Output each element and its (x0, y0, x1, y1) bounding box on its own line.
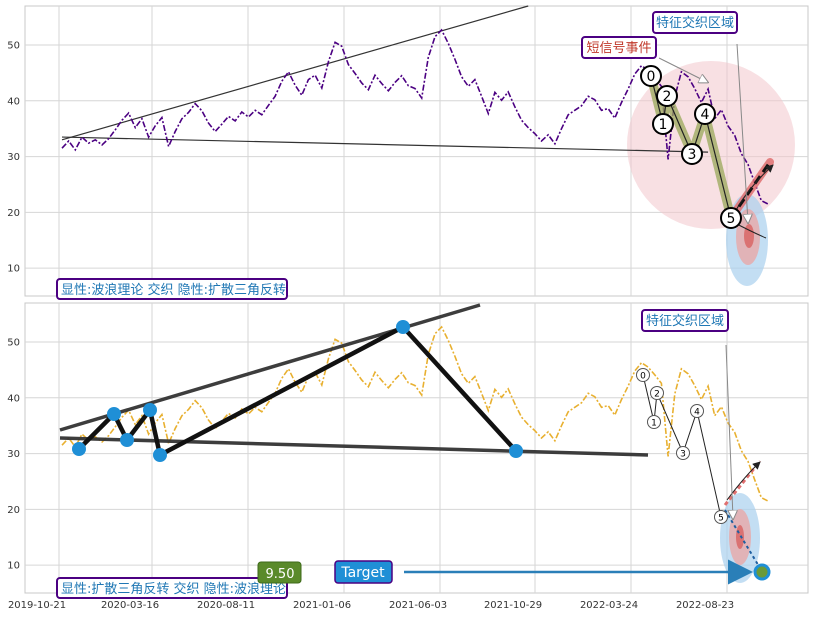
x-tick-label: 2021-01-06 (293, 600, 351, 611)
top-zone-arrow (736, 43, 748, 222)
y-tick-label: 40 (7, 393, 20, 404)
bottom-pattern-point-3 (143, 403, 157, 417)
bottom-legend-text: 显性:扩散三角反转 交织 隐性:波浪理论 (61, 581, 286, 597)
top-trend-line (61, 136, 709, 153)
bottom-drop-line (724, 509, 761, 569)
top-wave-point-1 (652, 113, 674, 135)
bottom-zone-arrow (725, 344, 733, 518)
bottom-zone-label-box: 特征交织区域 (641, 309, 729, 332)
y-tick-label: 30 (7, 449, 20, 460)
y-tick-label: 40 (7, 96, 20, 107)
top-wave-label-5: 5 (727, 211, 736, 227)
bottom-pattern-point-5 (396, 320, 410, 334)
top-wave-point-4 (694, 103, 716, 125)
x-tick-label: 2021-10-29 (484, 600, 542, 611)
bottom-wave-pattern: 02 1 4 3 5 (636, 344, 762, 569)
bottom-projection-arrow (726, 461, 761, 501)
top-target-ellipse-inner (744, 224, 754, 248)
top-y-tick-labels: 10 20 30 40 50 (7, 41, 20, 275)
bottom-pattern-point-4 (153, 448, 167, 462)
x-tick-label: 2021-06-03 (389, 600, 447, 611)
bottom-legend-box: 显性:扩散三角反转 交织 隐性:波浪理论 (56, 577, 288, 599)
top-wave-label-3: 3 (688, 147, 697, 163)
target-value-badge: 9.50 (257, 561, 302, 584)
top-trend-lines (61, 5, 709, 153)
bottom-upper-trend-line (59, 303, 481, 432)
x-axis-tick-labels: 2019-10-21 2020-03-16 2020-08-11 2021-01-06… (8, 600, 734, 611)
x-tick-label: 2022-03-24 (580, 600, 638, 611)
bottom-wave-point-5 (714, 510, 728, 524)
top-legend-text: 显性:波浪理论 交织 隐性:扩散三角反转 (61, 282, 286, 298)
top-signal-arrow (658, 57, 707, 82)
target-value-label: 9.50 (266, 567, 295, 582)
top-signal-label: 短信号事件 (586, 41, 651, 56)
bottom-wave-point-3 (676, 446, 690, 460)
bottom-zone-label: 特征交织区域 (646, 313, 724, 329)
top-signal-label-box: 短信号事件 (581, 36, 657, 59)
bottom-projection-line (723, 460, 762, 506)
target-label: Target (340, 565, 385, 581)
bottom-pattern-point-0 (72, 442, 86, 456)
bottom-wave-label-0: 0 (640, 372, 646, 382)
bottom-triangle-pattern (72, 320, 523, 462)
top-legend-box: 显性:波浪理论 交织 隐性:扩散三角反转 (56, 278, 288, 300)
top-zone-label: 特征交织区域 (656, 15, 734, 31)
top-wave-label-2: 2 (663, 89, 672, 105)
x-tick-label: 2020-08-11 (197, 600, 255, 611)
y-tick-label: 20 (7, 505, 20, 516)
bottom-wave-point-4 (690, 404, 704, 418)
bottom-price-series-line (61, 325, 769, 502)
target-badge: Target (334, 560, 393, 584)
top-wave-label-1: 1 (659, 117, 668, 133)
bottom-pattern-point-2 (120, 433, 134, 447)
x-tick-label: 2022-08-23 (676, 600, 734, 611)
bottom-wave-label-3: 3 (680, 450, 686, 460)
bottom-wave-label-5: 5 (718, 514, 724, 524)
top-chart-panel: 10 20 30 40 50 02 1 4 3 5 特征交织区域 短信号事件 显性:波浪理论 交… (7, 5, 809, 300)
y-tick-label: 10 (7, 264, 20, 275)
y-tick-label: 50 (7, 338, 20, 349)
bottom-pattern-point-1 (107, 407, 121, 421)
top-projection-line (729, 161, 772, 219)
bottom-wave-label-1: 1 (651, 419, 657, 429)
bottom-wave-line (642, 374, 722, 518)
top-wave-pattern: 02 1 4 3 5 (640, 43, 774, 239)
top-zone-label-box: 特征交织区域 (652, 11, 738, 34)
target-marker (753, 563, 771, 581)
x-tick-label: 2019-10-21 (8, 600, 66, 611)
bottom-y-tick-labels: 10 20 30 40 50 (7, 338, 20, 572)
bottom-wave-label-4: 4 (694, 408, 700, 418)
top-wave-point-0 (640, 65, 662, 87)
bottom-wave-label-2: 2 (654, 390, 660, 400)
y-tick-label: 20 (7, 208, 20, 219)
y-tick-label: 50 (7, 41, 20, 52)
y-tick-label: 10 (7, 561, 20, 572)
top-wave-point-5 (720, 207, 742, 229)
bottom-wave-point-2 (650, 386, 664, 400)
top-wave-label-4: 4 (701, 107, 710, 123)
top-wave-label-0: 0 (647, 69, 656, 85)
top-wave-point-3 (681, 143, 703, 165)
bottom-wave-point-0 (636, 368, 650, 382)
top-projection-arrow (734, 164, 774, 213)
bottom-pattern-point-6 (509, 444, 523, 458)
bottom-target-ellipse-inner (736, 525, 744, 549)
y-tick-label: 30 (7, 152, 20, 163)
bottom-chart-panel: 10 20 30 40 50 02 1 4 3 5 特征交织区域 显性:扩散三角反转 交织 隐性… (7, 302, 809, 599)
bottom-wave-point-1 (647, 415, 661, 429)
top-wave-point-2 (656, 85, 678, 107)
top-trend-line (61, 5, 529, 141)
x-tick-label: 2020-03-16 (101, 600, 159, 611)
